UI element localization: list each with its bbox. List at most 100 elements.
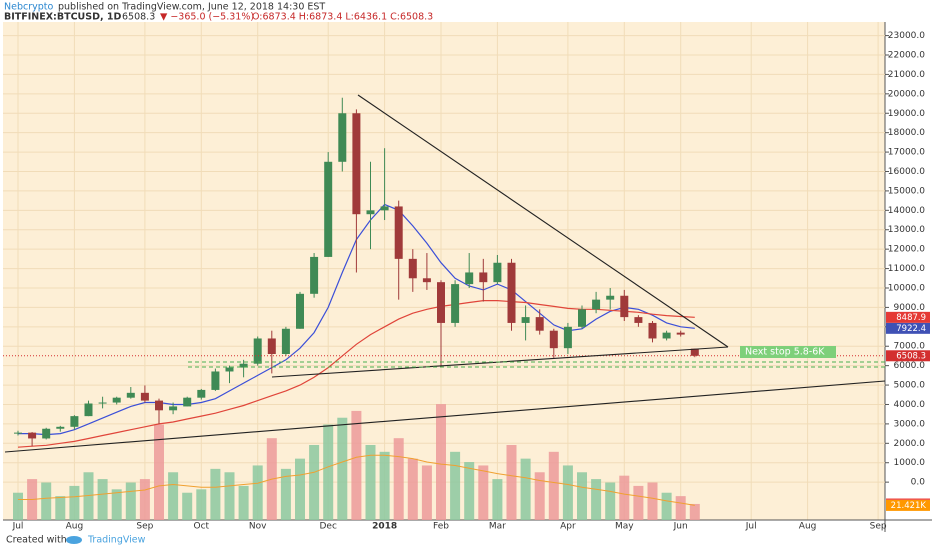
volume-bar	[534, 472, 545, 520]
volume-bar	[379, 451, 390, 520]
y-tick-label: 17000.0	[888, 148, 925, 158]
candle-body	[169, 406, 178, 411]
ma-tag-bg	[886, 311, 930, 323]
x-tick-label: Sep	[870, 522, 887, 532]
volume-bar	[492, 479, 503, 520]
volume-bar	[478, 465, 489, 520]
annotation: Next stop 5.8-6K	[745, 347, 825, 358]
volume-bar	[407, 458, 418, 520]
y-tick-label: 21000.0	[888, 70, 925, 80]
candle-body	[211, 371, 220, 390]
volume-bar	[154, 424, 164, 520]
x-tick-label: Jul	[12, 522, 24, 532]
volume-bar	[196, 489, 207, 520]
volume-bar	[295, 458, 305, 520]
volume-bar	[280, 468, 291, 520]
candle-body	[296, 293, 304, 329]
volume-bar	[577, 472, 587, 520]
candle-body	[648, 322, 657, 339]
x-tick-label: Feb	[433, 522, 449, 532]
candle-body	[140, 392, 149, 401]
candle-body	[394, 206, 403, 259]
candle-body	[281, 328, 290, 354]
volume-bar	[83, 472, 94, 520]
volume-bar	[450, 451, 461, 520]
y-tick-label: 23000.0	[888, 31, 925, 41]
y-tick-label: 16000.0	[888, 167, 925, 177]
published: published on TradingView.com, June 12, 2…	[58, 2, 325, 13]
volume-bar	[520, 458, 531, 520]
y-tick-label: 11000.0	[888, 264, 925, 274]
trendline	[4, 380, 886, 453]
candle-body	[422, 278, 431, 283]
candle-body	[84, 403, 93, 417]
candle-body	[70, 416, 79, 427]
x-tick-label: Jun	[673, 522, 688, 532]
y-tick-label: 13000.0	[888, 225, 925, 235]
y-tick-label: 7000.0	[894, 342, 926, 352]
volume-bar	[168, 472, 179, 520]
candle-body	[606, 295, 615, 300]
footer-created: Created with	[6, 535, 67, 546]
volume-bar	[210, 468, 221, 520]
candle-body	[239, 363, 248, 368]
candle-body	[634, 317, 643, 323]
y-tick-label: 19000.0	[888, 109, 925, 119]
candle-body	[620, 295, 629, 318]
candle-body	[549, 330, 558, 349]
last-price: 6508.3	[122, 12, 155, 23]
x-tick-label: Aug	[66, 522, 84, 532]
y-tick-label: 22000.0	[888, 51, 925, 61]
volume-bar	[365, 445, 376, 520]
candle-body	[112, 397, 121, 403]
candle-body	[451, 284, 460, 323]
volume-bar	[41, 482, 52, 520]
x-tick-label: Mar	[489, 522, 506, 532]
ma-tag-bg	[886, 322, 930, 334]
volume-bar	[647, 482, 658, 520]
candle-body	[324, 161, 333, 257]
candle-body	[535, 317, 544, 331]
y-tick-label: 0.0	[911, 478, 926, 488]
candle-body	[521, 317, 530, 323]
trendline	[357, 94, 729, 348]
volume-bar	[619, 475, 630, 520]
candle-body	[197, 389, 206, 398]
price-tag: 6508.3	[896, 351, 926, 361]
volume-bar	[605, 482, 616, 520]
volume-bar	[252, 465, 263, 520]
volume-bar	[661, 492, 672, 520]
y-tick-label: 2000.0	[894, 439, 926, 449]
y-tick-label: 3000.0	[894, 419, 926, 429]
candle-body	[98, 402, 107, 404]
candle-body	[28, 432, 37, 439]
volume-bar	[139, 479, 150, 520]
x-tick-label: Nov	[249, 522, 267, 532]
candle-body	[310, 256, 319, 294]
ma-tag: 7922.4	[896, 324, 926, 334]
volume-bar	[464, 462, 475, 520]
volume-bar	[393, 438, 404, 520]
volume-bar	[689, 503, 700, 520]
candle-body	[42, 428, 51, 439]
x-tick-label: Sep	[136, 522, 153, 532]
x-tick-label: Oct	[194, 522, 210, 532]
volume-bar	[111, 489, 122, 520]
candle-body	[267, 338, 276, 354]
annotation-box	[740, 346, 836, 358]
y-tick-label: 4000.0	[894, 400, 926, 410]
candle-body	[507, 262, 516, 323]
candle-body	[253, 338, 262, 364]
volume-bar	[337, 417, 348, 520]
change: ▼ −365.0 (−5.31%)	[160, 12, 254, 23]
tv-logo	[66, 536, 82, 544]
candle-body	[56, 426, 65, 429]
volume-bar	[309, 445, 320, 520]
volume-ma-tag: 21.421K	[891, 501, 927, 511]
ohlc: O:6873.4 H:6873.4 L:6436.1 C:6508.3	[252, 12, 433, 23]
volume-bar	[633, 485, 644, 520]
volume-bar	[238, 485, 249, 520]
x-tick-label: Aug	[799, 522, 817, 532]
x-tick-label: Apr	[560, 522, 576, 532]
